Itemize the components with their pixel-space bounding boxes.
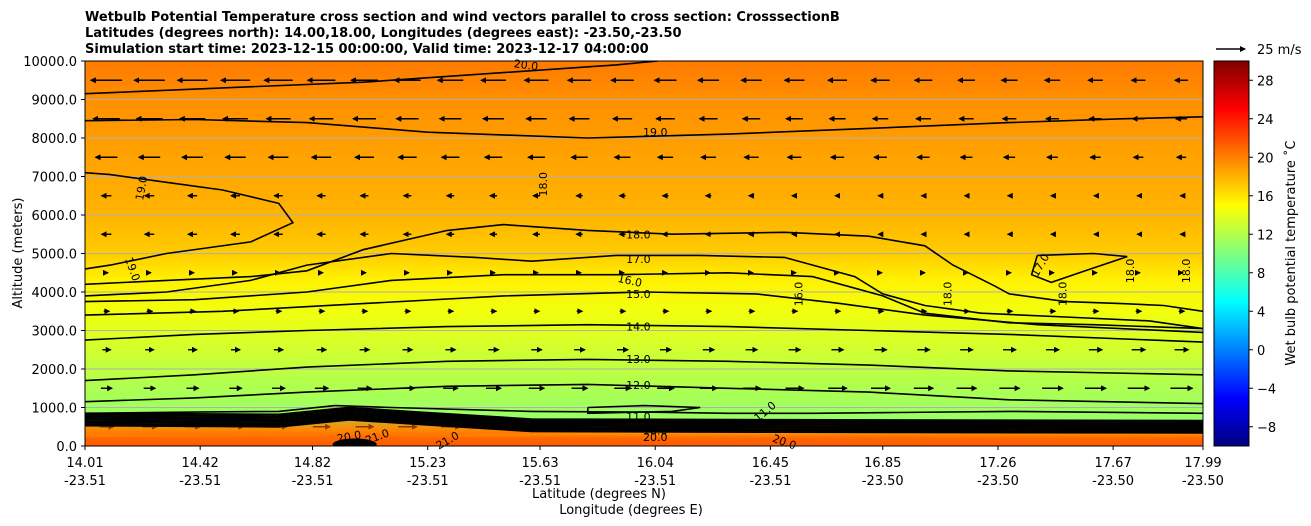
contour-line — [587, 404, 701, 415]
surface-contour-line — [85, 408, 1203, 423]
surface-contour-cluster — [332, 438, 377, 446]
colorbar-ticks: −8 −4 0 4 8 12 16 20 24 28 — [1249, 74, 1276, 436]
contour-line — [85, 252, 1203, 330]
contour-label: 18.0 — [643, 425, 668, 438]
colorbar-tick-label: 24 — [1257, 113, 1274, 128]
x-axis-label-latitude: Latitude (degrees N) — [532, 487, 666, 502]
x-tick-label-lat: 14.01 — [66, 456, 103, 471]
contour-label: 18.0 — [941, 282, 954, 307]
contour-line — [1030, 252, 1128, 284]
x-tick-label-lon: -23.50 — [1092, 474, 1134, 489]
colorbar-tick-label: 0 — [1257, 344, 1265, 359]
contour-label: 20.0 — [643, 431, 668, 444]
contour-line — [85, 61, 659, 95]
colorbar-tick-label: 4 — [1257, 305, 1265, 320]
contour-label: 18.0 — [537, 172, 550, 197]
x-tick-label-lat: 14.42 — [182, 456, 219, 471]
contour-label: 19.0 — [133, 175, 150, 201]
contour-label: 15.0 — [626, 288, 651, 301]
colorbar-label: Wet bulb potential temperature ˚C — [1283, 140, 1299, 365]
x-tick-label-lat: 17.99 — [1184, 456, 1221, 471]
y-tick-label: 1000.0 — [32, 402, 78, 417]
x-tick-label-lon: -23.51 — [749, 474, 791, 489]
surface-contour-line — [85, 418, 1203, 434]
surface-contour-line — [85, 411, 1203, 427]
contour-label: 18.0 — [626, 228, 651, 241]
chart-title-line-3: Simulation start time: 2023-12-15 00:00:… — [85, 42, 649, 57]
chart-title-line-1: Wetbulb Potential Temperature cross sect… — [85, 10, 840, 25]
x-tick-label-lat: 17.26 — [979, 456, 1016, 471]
contour-label: 18.0 — [1124, 259, 1137, 284]
contour-label: 12.0 — [626, 379, 651, 392]
colorbar-tick-label: −4 — [1257, 382, 1276, 397]
surface-contour-line — [85, 409, 1203, 425]
x-tick-label-lon: -23.51 — [634, 474, 676, 489]
contour-line — [85, 223, 1203, 313]
colorbar-tick-label: −8 — [1257, 421, 1276, 436]
surface-contour-line — [85, 415, 1203, 431]
contour-label: 18.0 — [1057, 282, 1070, 307]
colorbar — [1213, 60, 1250, 447]
contour-label: 15.0 — [643, 419, 668, 432]
y-tick-label: 8000.0 — [32, 132, 78, 147]
surface-contour-line — [85, 406, 1203, 422]
contour-line — [85, 291, 1203, 334]
y-tick-label: 10000.0 — [23, 55, 77, 70]
x-tick-label-lon: -23.51 — [407, 474, 449, 489]
colorbar-tick-label: 20 — [1257, 151, 1274, 166]
x-tick-label-lon: -23.50 — [1182, 474, 1224, 489]
grid-lines — [85, 99, 1203, 408]
colorbar-tick-label: 16 — [1257, 190, 1274, 205]
y-tick-label: 3000.0 — [32, 325, 78, 340]
x-tick-label-lon: -23.50 — [977, 474, 1019, 489]
y-tick-label: 4000.0 — [32, 286, 78, 301]
contour-label: 18.0 — [1180, 259, 1193, 284]
x-axis-label-longitude: Longitude (degrees E) — [559, 503, 703, 518]
x-tick-label-lat: 14.82 — [294, 456, 331, 471]
contour-label: 16.0 — [617, 272, 644, 290]
contour-label: 19.0 — [643, 126, 668, 139]
chart-title-line-2: Latitudes (degrees north): 14.00,18.00, … — [85, 26, 682, 41]
contour-label: 20.0 — [336, 428, 362, 445]
contour-label: 11.0 — [626, 411, 651, 424]
x-tick-label-lat: 15.23 — [409, 456, 446, 471]
x-tick-label-lon: -23.50 — [862, 474, 904, 489]
y-axis-ticks: 0.0 1000.0 2000.0 3000.0 4000.0 5000.0 6000.0 7… — [23, 55, 85, 455]
x-tick-label-lat: 16.45 — [752, 456, 789, 471]
y-axis-label: Altitude (meters) — [11, 198, 26, 309]
contour-label: 16.0 — [792, 282, 805, 307]
contour-lines — [85, 61, 1203, 446]
y-tick-label: 2000.0 — [32, 363, 78, 378]
quiver-key-label: 25 m/s — [1257, 43, 1302, 58]
y-tick-label: 7000.0 — [32, 171, 78, 186]
y-tick-label: 0.0 — [56, 440, 77, 455]
contour-line — [85, 358, 1203, 382]
colorbar-tick-label: 12 — [1257, 228, 1274, 243]
contour-label: 14.0 — [626, 321, 651, 334]
x-tick-label-lat: 16.04 — [637, 456, 674, 471]
y-tick-label: 5000.0 — [32, 248, 78, 263]
x-tick-label-lon: -23.51 — [64, 474, 106, 489]
x-tick-label-lon: -23.51 — [292, 474, 334, 489]
colorbar-tick-label: 8 — [1257, 267, 1265, 282]
x-axis-ticks: 14.01 -23.51 14.42 -23.51 14.82 -23.51 15.23 -2… — [64, 446, 1224, 489]
y-tick-label: 9000.0 — [32, 94, 78, 109]
contour-line — [85, 383, 1203, 405]
x-tick-label-lon: -23.51 — [519, 474, 561, 489]
surface-contour-line — [85, 414, 1203, 430]
contour-line — [85, 171, 295, 270]
x-tick-label-lon: -23.51 — [179, 474, 221, 489]
x-tick-label-lat: 16.85 — [864, 456, 901, 471]
x-tick-label-lat: 17.67 — [1095, 456, 1132, 471]
contour-label: 13.0 — [626, 353, 651, 366]
y-tick-label: 6000.0 — [32, 209, 78, 224]
contour-line — [85, 116, 1203, 139]
contour-label: 17.0 — [626, 253, 651, 266]
colorbar-tick-label: 28 — [1257, 74, 1274, 89]
surface-contour-line — [85, 412, 1203, 428]
surface-contour-line — [85, 417, 1203, 433]
x-tick-label-lat: 15.63 — [521, 456, 558, 471]
contour-line — [85, 323, 1203, 343]
